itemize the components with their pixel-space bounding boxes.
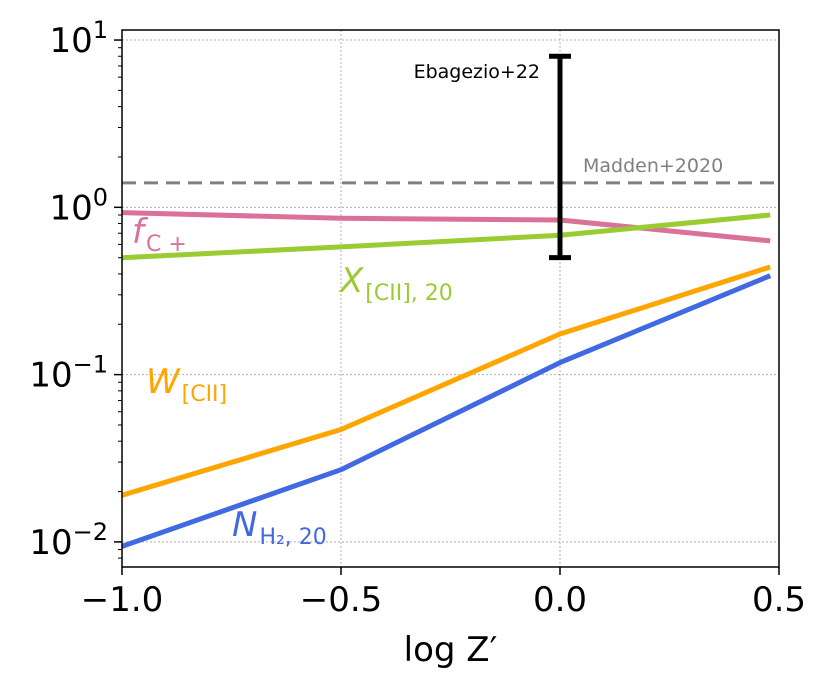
x-tick-label: −0.5 (300, 580, 383, 620)
series-labels: fC + X[CII], 20 W[CII] NH₂, 20 (132, 212, 453, 550)
series-line-x-cii-20 (121, 212, 771, 261)
y-tick-label: 10−1 (29, 351, 108, 396)
series-line-w-cii- (121, 264, 771, 498)
y-tick-label: 101 (49, 16, 108, 61)
series-label-x-cii-20: X[CII], 20 (338, 261, 453, 306)
reference-line-group: Madden+2020 (122, 155, 779, 185)
series-line-f-c- (121, 210, 771, 244)
ticks: −1.0 −0.5 0.0 0.5 10−2 10−1 100 101 (29, 16, 806, 620)
x-tick-label: −1.0 (81, 580, 164, 620)
ebagezio-label: Ebagezio+22 (414, 61, 540, 83)
series-line-n-h2-20 (121, 273, 772, 549)
error-bar-group: Ebagezio+22 (414, 53, 571, 261)
y-tick-label: 100 (49, 183, 108, 228)
x-tick-label: 0.5 (752, 580, 806, 620)
series-label-w-cii-: W[CII] (146, 362, 227, 407)
y-tick-label: 10−2 (29, 518, 108, 563)
series-label-n-h2-20: NH₂, 20 (232, 505, 327, 550)
series-label-f-c-: fC + (132, 212, 187, 257)
plot-frame (121, 29, 780, 568)
madden-2020-label: Madden+2020 (583, 155, 723, 177)
series-group (121, 210, 772, 549)
x-tick-label: 0.0 (533, 580, 587, 620)
x-axis-label: log Z′ (404, 630, 498, 670)
